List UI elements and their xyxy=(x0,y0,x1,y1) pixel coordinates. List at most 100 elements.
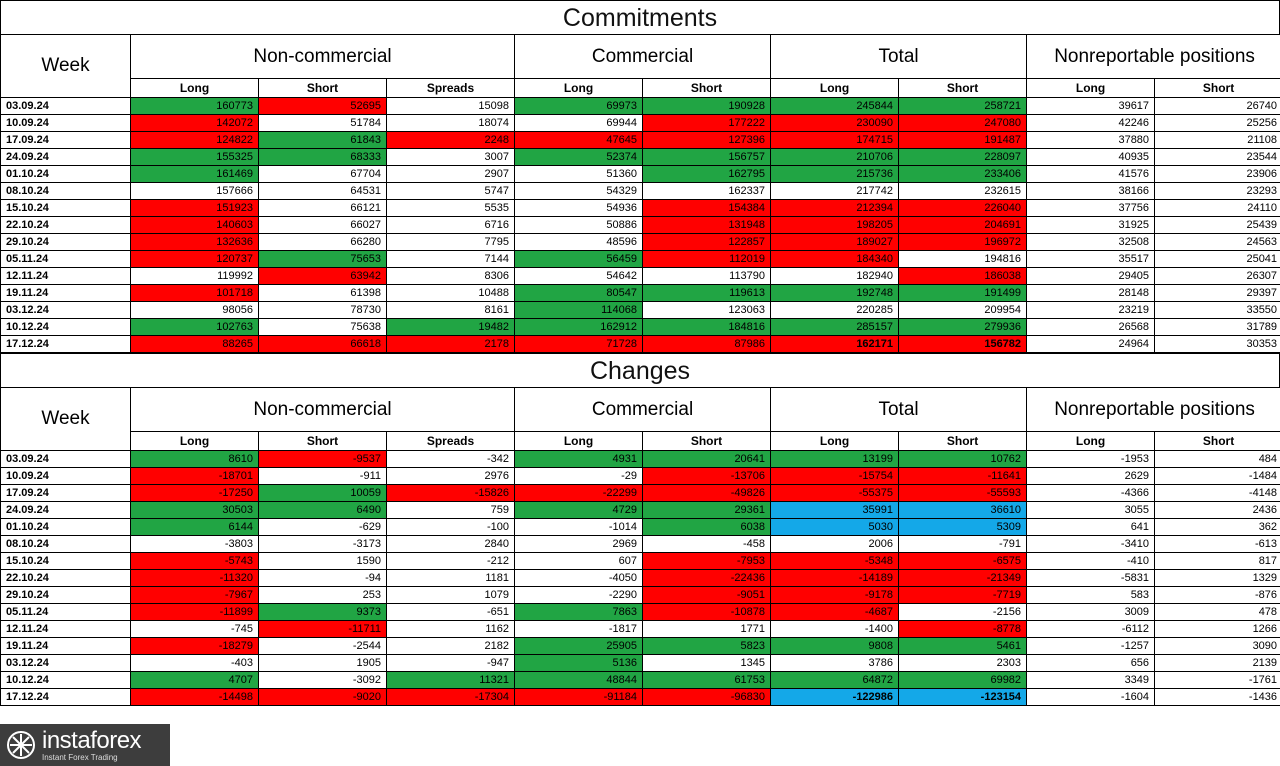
table-row: 19.11.24 101718 61398 10488 80547 119613 19274… xyxy=(0,284,1280,302)
group-header: Total xyxy=(770,387,1028,432)
value-cell: -1817 xyxy=(514,620,644,638)
value-cell: -91184 xyxy=(514,688,644,706)
table-row: 17.12.24 -14498 -9020 -17304 -91184 -96830 -12… xyxy=(0,688,1280,706)
value-cell: 177222 xyxy=(642,114,772,132)
value-cell: 66618 xyxy=(258,335,387,353)
value-cell: 212394 xyxy=(770,199,900,217)
table-row: 12.11.24 119992 63942 8306 54642 113790 182940… xyxy=(0,267,1280,285)
value-cell: 5535 xyxy=(385,199,516,217)
value-cell: 101718 xyxy=(130,284,259,302)
value-cell: 1771 xyxy=(642,620,772,638)
value-cell: -11320 xyxy=(130,569,259,587)
value-cell: -1761 xyxy=(1154,671,1280,689)
week-date: 03.12.24 xyxy=(0,301,131,319)
value-cell: 226040 xyxy=(898,199,1028,217)
value-cell: -9051 xyxy=(642,586,772,604)
value-cell: 114068 xyxy=(514,301,644,319)
value-cell: 19482 xyxy=(385,318,516,336)
value-cell: 1590 xyxy=(258,552,387,570)
value-cell: 13199 xyxy=(770,450,900,468)
value-cell: 162795 xyxy=(642,165,772,183)
column-header: Short xyxy=(1154,78,1280,98)
value-cell: -15754 xyxy=(770,467,900,485)
value-cell: 230090 xyxy=(770,114,900,132)
value-cell: 3090 xyxy=(1154,637,1280,655)
value-cell: 4931 xyxy=(514,450,644,468)
value-cell: 5823 xyxy=(642,637,772,655)
changes-title: Changes xyxy=(0,353,1280,387)
week-date: 19.11.24 xyxy=(0,637,131,655)
value-cell: 7144 xyxy=(385,250,516,268)
value-cell: 204691 xyxy=(898,216,1028,234)
value-cell: 31789 xyxy=(1154,318,1280,336)
value-cell: 8161 xyxy=(385,301,516,319)
column-header: Short xyxy=(642,431,772,451)
value-cell: 42246 xyxy=(1026,114,1156,132)
value-cell: 2840 xyxy=(385,535,516,553)
value-cell: 25041 xyxy=(1154,250,1280,268)
value-cell: -9537 xyxy=(258,450,387,468)
table-row: 10.12.24 102763 75638 19482 162912 184816 2851… xyxy=(0,318,1280,336)
value-cell: 51784 xyxy=(258,114,387,132)
value-cell: 48596 xyxy=(514,233,644,251)
value-cell: 2907 xyxy=(385,165,516,183)
value-cell: 247080 xyxy=(898,114,1028,132)
value-cell: 11321 xyxy=(385,671,516,689)
value-cell: -8778 xyxy=(898,620,1028,638)
value-cell: 174715 xyxy=(770,131,900,149)
value-cell: 209954 xyxy=(898,301,1028,319)
value-cell: -11711 xyxy=(258,620,387,638)
value-cell: 3009 xyxy=(1026,603,1156,621)
value-cell: 191499 xyxy=(898,284,1028,302)
value-cell: 3349 xyxy=(1026,671,1156,689)
column-header: Long xyxy=(130,78,259,98)
week-header: Week xyxy=(0,34,131,98)
value-cell: 191487 xyxy=(898,131,1028,149)
value-cell: 31925 xyxy=(1026,216,1156,234)
value-cell: -3173 xyxy=(258,535,387,553)
value-cell: -11641 xyxy=(898,467,1028,485)
value-cell: 210706 xyxy=(770,148,900,166)
value-cell: 258721 xyxy=(898,97,1028,115)
value-cell: 194816 xyxy=(898,250,1028,268)
value-cell: 32508 xyxy=(1026,233,1156,251)
week-date: 19.11.24 xyxy=(0,284,131,302)
value-cell: 40935 xyxy=(1026,148,1156,166)
week-date: 10.09.24 xyxy=(0,114,131,132)
value-cell: 52695 xyxy=(258,97,387,115)
value-cell: 66280 xyxy=(258,233,387,251)
value-cell: -911 xyxy=(258,467,387,485)
value-cell: 2436 xyxy=(1154,501,1280,519)
value-cell: -10878 xyxy=(642,603,772,621)
value-cell: 24964 xyxy=(1026,335,1156,353)
value-cell: 1181 xyxy=(385,569,516,587)
value-cell: 10762 xyxy=(898,450,1028,468)
table-row: 03.12.24 98056 78730 8161 114068 123063 220285… xyxy=(0,301,1280,319)
value-cell: 64872 xyxy=(770,671,900,689)
week-date: 08.10.24 xyxy=(0,535,131,553)
value-cell: -745 xyxy=(130,620,259,638)
column-header: Long xyxy=(514,431,644,451)
value-cell: 75653 xyxy=(258,250,387,268)
value-cell: 2178 xyxy=(385,335,516,353)
value-cell: 98056 xyxy=(130,301,259,319)
value-cell: 29361 xyxy=(642,501,772,519)
value-cell: 71728 xyxy=(514,335,644,353)
value-cell: 26568 xyxy=(1026,318,1156,336)
value-cell: -947 xyxy=(385,654,516,672)
table-row: 01.10.24 161469 67704 2907 51360 162795 215736… xyxy=(0,165,1280,183)
table-row: 24.09.24 155325 68333 3007 52374 156757 210706… xyxy=(0,148,1280,166)
value-cell: 156757 xyxy=(642,148,772,166)
value-cell: 233406 xyxy=(898,165,1028,183)
value-cell: 113790 xyxy=(642,267,772,285)
table-row: 10.12.24 4707 -3092 11321 48844 61753 64872 699… xyxy=(0,671,1280,689)
value-cell: 33550 xyxy=(1154,301,1280,319)
value-cell: 5461 xyxy=(898,637,1028,655)
value-cell: -4148 xyxy=(1154,484,1280,502)
column-header: Spreads xyxy=(385,431,516,451)
value-cell: 478 xyxy=(1154,603,1280,621)
value-cell: 52374 xyxy=(514,148,644,166)
value-cell: 26740 xyxy=(1154,97,1280,115)
column-header: Long xyxy=(1026,78,1156,98)
value-cell: -17250 xyxy=(130,484,259,502)
